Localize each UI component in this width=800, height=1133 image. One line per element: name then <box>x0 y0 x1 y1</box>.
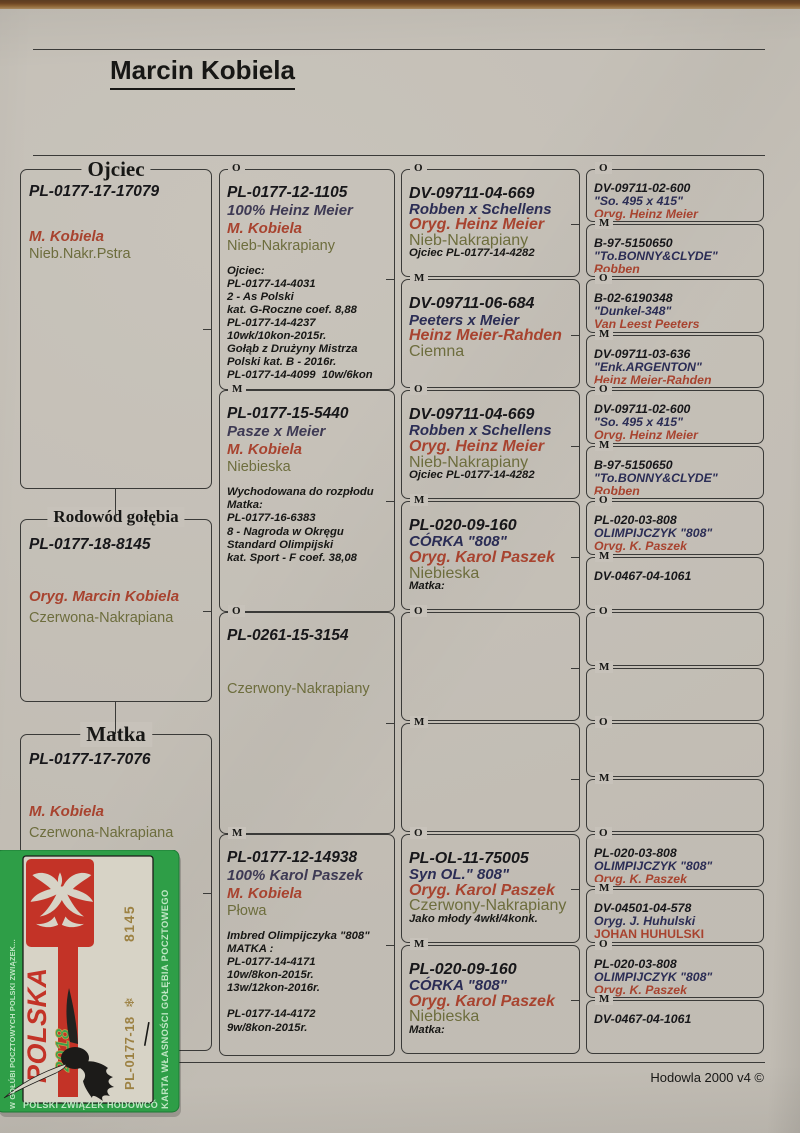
svg-text:KARTA WŁASNOŚCI GOŁĘBIA POCZTO: KARTA WŁASNOŚCI GOŁĘBIA POCZTOWEGO <box>159 889 170 1109</box>
svg-text:W GOŁÚBI POCZTOWYCH POLSKI ZW: W GOŁÚBI POCZTOWYCH POLSKI ZWIĄZEK... <box>8 939 17 1109</box>
svg-text:8145: 8145 <box>121 905 137 942</box>
svg-text:❄: ❄ <box>122 997 137 1008</box>
svg-text:POLSKA: POLSKA <box>22 967 52 1083</box>
svg-text:POLSKI ZWIĄZEK HODOWCÓ: POLSKI ZWIĄZEK HODOWCÓ <box>23 1099 158 1110</box>
svg-text:PL-0177-18: PL-0177-18 <box>122 1016 137 1090</box>
